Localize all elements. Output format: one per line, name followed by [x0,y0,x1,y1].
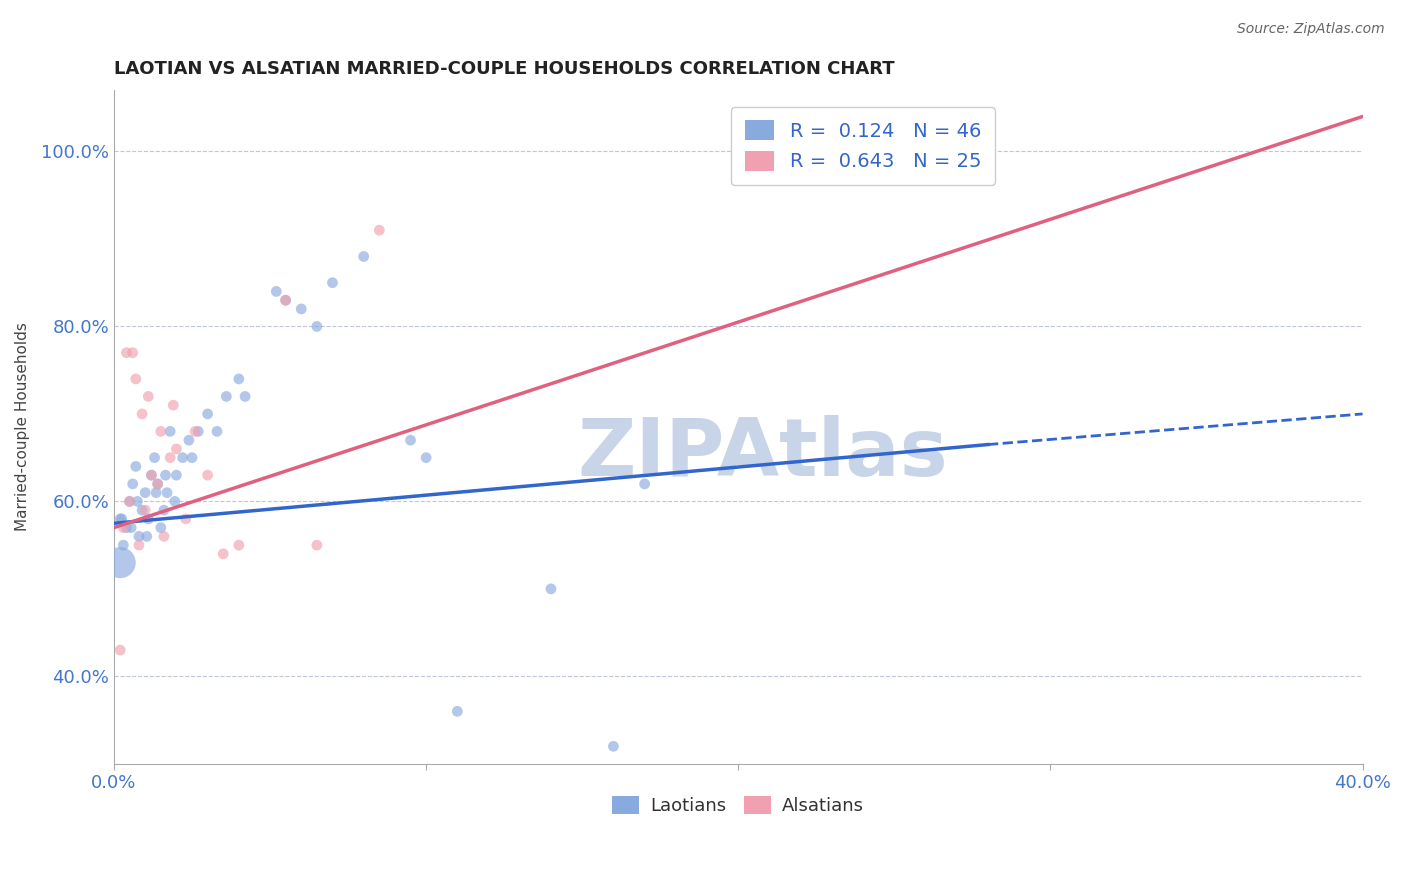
Point [145,485,167,500]
Text: ZIPAtlas: ZIPAtlas [578,415,949,493]
Point [353,250,375,264]
Point [146,476,169,491]
Point [136,512,159,526]
Text: Source: ZipAtlas.com: Source: ZipAtlas.com [1237,22,1385,37]
Point [305,319,328,334]
Text: LAOTIAN VS ALSATIAN MARRIED-COUPLE HOUSEHOLDS CORRELATION CHART: LAOTIAN VS ALSATIAN MARRIED-COUPLE HOUSE… [114,60,894,78]
Point [125,459,148,474]
Point [115,345,138,359]
Y-axis label: Married-couple Households: Married-couple Households [15,323,30,532]
Point [112,538,135,552]
Point [305,538,328,552]
Point [153,503,176,517]
Point [121,476,143,491]
Point [146,476,169,491]
Point [274,293,297,308]
Point [233,389,256,403]
Point [141,468,163,483]
Point [165,468,187,483]
Point [155,468,177,483]
Point [177,433,200,447]
Point [121,345,143,359]
Point [156,485,179,500]
Point [131,407,153,421]
Point [136,389,159,403]
Point [110,643,132,657]
Point [120,521,142,535]
Point [127,494,149,508]
Point [181,450,204,465]
Point [174,512,197,526]
Point [149,521,172,535]
Point [215,389,238,403]
Point [172,450,194,465]
Point [134,485,156,500]
Point [368,223,391,237]
Point [118,494,141,508]
Point [633,476,655,491]
Point [197,407,219,421]
Point [290,301,312,316]
Legend: Laotians, Alsatians: Laotians, Alsatians [605,789,872,822]
Point [128,538,150,552]
Point [274,293,297,308]
Point [110,512,132,526]
Point [128,529,150,543]
Point [163,494,186,508]
Point [399,433,422,447]
Point [135,529,157,543]
Point [131,503,153,517]
Point [205,425,228,439]
Point [141,468,163,483]
Point [228,538,250,552]
Point [125,372,148,386]
Point [228,372,250,386]
Point [112,521,135,535]
Point [415,450,437,465]
Point [159,425,181,439]
Point [266,285,288,299]
Point [159,450,181,465]
Point [111,512,134,526]
Point [110,556,132,570]
Point [162,398,184,412]
Point [165,442,187,456]
Point [149,425,172,439]
Point [321,276,343,290]
Point [212,547,235,561]
Point [153,529,176,543]
Point [184,425,207,439]
Point [118,494,141,508]
Point [540,582,562,596]
Point [446,704,468,718]
Point [134,503,156,517]
Point [143,450,166,465]
Point [115,521,138,535]
Point [187,425,209,439]
Point [197,468,219,483]
Point [602,739,624,754]
